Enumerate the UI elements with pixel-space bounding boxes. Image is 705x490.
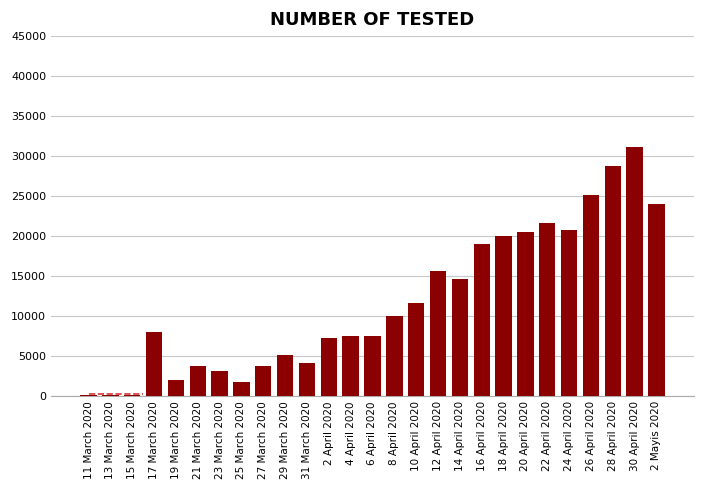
- Bar: [233, 382, 250, 396]
- Bar: [190, 366, 206, 396]
- Bar: [321, 338, 337, 396]
- Bar: [255, 366, 271, 396]
- Bar: [168, 380, 184, 396]
- Bar: [277, 355, 293, 396]
- Bar: [343, 336, 359, 396]
- Bar: [627, 147, 643, 396]
- Bar: [605, 166, 621, 396]
- Bar: [496, 236, 512, 396]
- Bar: [452, 279, 468, 396]
- Bar: [517, 232, 534, 396]
- Bar: [408, 303, 424, 396]
- Bar: [474, 244, 490, 396]
- Bar: [561, 230, 577, 396]
- Bar: [212, 371, 228, 396]
- Bar: [146, 332, 162, 396]
- Bar: [649, 204, 665, 396]
- Title: NUMBER OF TESTED: NUMBER OF TESTED: [271, 11, 474, 29]
- Bar: [583, 195, 599, 396]
- Bar: [539, 222, 556, 396]
- Bar: [299, 363, 315, 396]
- Bar: [102, 394, 118, 396]
- Bar: [364, 336, 381, 396]
- Bar: [430, 270, 446, 396]
- Bar: [124, 394, 140, 396]
- Bar: [80, 394, 97, 396]
- Bar: [386, 316, 403, 396]
